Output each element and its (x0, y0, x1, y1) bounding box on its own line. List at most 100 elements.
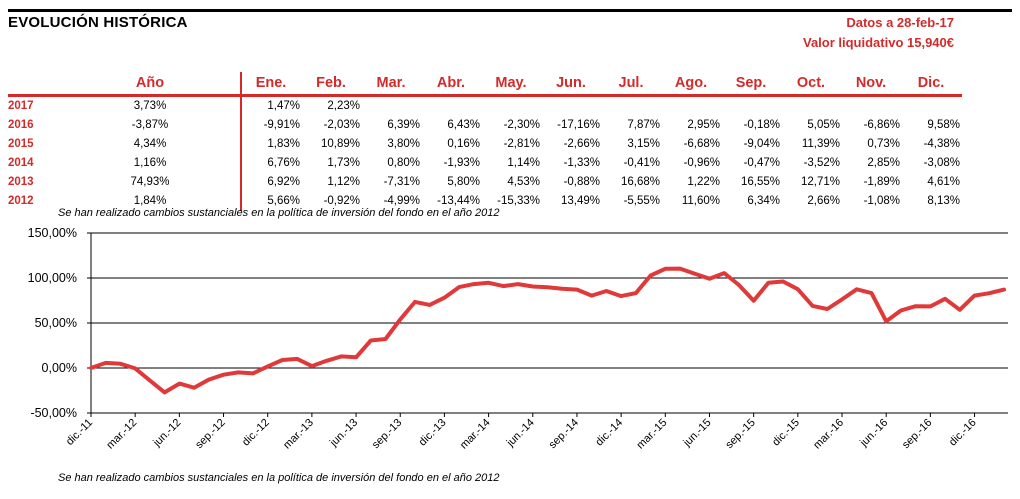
month-header: May. (482, 72, 542, 97)
x-tick-label: mar.-12 (104, 417, 139, 452)
row-monthly-return: 4,61% (927, 176, 960, 188)
month-header: Ene. (241, 72, 302, 97)
x-tick-label: jun.-12 (150, 417, 183, 450)
row-year: 2017 (8, 100, 34, 112)
row-monthly-return: 5,05% (807, 119, 840, 131)
data-point (383, 337, 388, 341)
row-monthly-return: 1,12% (327, 176, 360, 188)
row-monthly-return: -0,41% (623, 157, 660, 169)
data-point (531, 284, 535, 289)
data-point (501, 284, 505, 288)
data-point (516, 282, 520, 286)
data-point (472, 282, 476, 286)
data-point (221, 373, 226, 377)
data-point (766, 281, 771, 285)
month-header: Mar. (362, 72, 422, 97)
x-tick-label: sep.-14 (547, 417, 581, 451)
row-monthly-return: -3,08% (923, 157, 960, 169)
data-point (649, 273, 653, 278)
x-tick-label: mar.-15 (635, 417, 670, 452)
row-monthly-return: 1,22% (687, 176, 720, 188)
row-monthly-return: 1,14% (507, 157, 540, 169)
row-annual-return: 3,73% (60, 95, 242, 116)
data-point (678, 267, 682, 271)
row-year: 2016 (8, 119, 34, 131)
data-point (972, 294, 977, 298)
data-point (899, 308, 903, 313)
data-point (104, 361, 108, 365)
data-point (663, 267, 667, 271)
data-point (987, 291, 991, 295)
row-monthly-return: -4,99% (383, 195, 420, 207)
x-tick-label: dic.-13 (417, 417, 449, 449)
row-monthly-return: -9,91% (263, 119, 300, 131)
row-monthly-return: 0,73% (867, 138, 900, 150)
data-point (89, 366, 93, 370)
row-monthly-return: 16,55% (740, 176, 780, 188)
row-monthly-return: 1,47% (267, 100, 300, 112)
row-monthly-return: -6,68% (683, 138, 720, 150)
data-point (325, 359, 329, 363)
data-point (928, 304, 933, 308)
row-annual-return: 1,16% (60, 154, 242, 173)
row-monthly-return: -15,33% (497, 195, 540, 207)
month-header: Dic. (902, 72, 962, 97)
data-point (707, 277, 712, 281)
data-point (943, 297, 947, 301)
data-point (133, 366, 137, 370)
row-monthly-return: 6,43% (447, 119, 480, 131)
x-tick-label: jun.-15 (681, 417, 714, 450)
series-points (89, 267, 1006, 394)
x-tick-label: jun.-16 (857, 417, 890, 450)
data-point (634, 291, 638, 295)
data-point (369, 338, 373, 343)
month-header: Feb. (302, 72, 362, 97)
data-point (884, 319, 888, 323)
x-tick-label: dic.-12 (240, 417, 272, 449)
returns-table: Año Ene. Feb. Mar. Abr. May. Jun. Jul. A… (8, 72, 962, 211)
row-monthly-return: -0,47% (743, 157, 780, 169)
row-monthly-return: -3,52% (803, 157, 840, 169)
data-date: Datos a 28-feb-17 (846, 15, 954, 30)
row-monthly-return: 10,89% (320, 138, 360, 150)
data-point (855, 287, 859, 291)
data-point (280, 358, 284, 362)
row-monthly-return: 5,66% (267, 195, 300, 207)
data-point (442, 296, 446, 300)
data-point (752, 299, 756, 303)
row-monthly-return: 2,66% (807, 195, 840, 207)
month-header: Abr. (422, 72, 482, 97)
y-tick-label: 0,00% (42, 361, 77, 375)
row-monthly-return: 11,39% (801, 138, 840, 150)
row-monthly-return: -2,03% (323, 119, 360, 131)
row-monthly-return: 4,53% (507, 176, 540, 188)
row-monthly-return: -2,66% (563, 138, 600, 150)
data-point (354, 355, 358, 359)
row-monthly-return: -9,04% (743, 138, 780, 150)
returns-table-header: Año Ene. Feb. Mar. Abr. May. Jun. Jul. A… (8, 72, 962, 97)
row-monthly-return: 3,80% (387, 138, 420, 150)
row-monthly-return: 0,16% (447, 138, 480, 150)
row-monthly-return: -0,18% (743, 119, 780, 131)
row-annual-return: -3,87% (60, 116, 242, 135)
row-monthly-return: -4,38% (923, 138, 960, 150)
data-point (575, 288, 579, 292)
data-point (148, 378, 152, 383)
row-monthly-return: 12,71% (800, 176, 840, 188)
month-header: Jul. (602, 72, 662, 97)
net-asset-value: Valor liquidativo 15,940€ (802, 35, 954, 50)
x-tick-label: mar.-14 (458, 417, 493, 452)
row-annual-return: 4,34% (60, 135, 242, 154)
data-point (192, 386, 196, 390)
data-point (722, 271, 726, 275)
data-point (295, 357, 299, 361)
data-point (604, 289, 609, 293)
row-monthly-return: 6,34% (747, 195, 780, 207)
data-point (398, 317, 402, 322)
row-monthly-return: -17,16% (557, 119, 600, 131)
x-tick-label: jun.-14 (504, 417, 537, 450)
data-point (840, 297, 844, 301)
row-monthly-return: 13,49% (560, 195, 600, 207)
data-point (869, 291, 874, 295)
